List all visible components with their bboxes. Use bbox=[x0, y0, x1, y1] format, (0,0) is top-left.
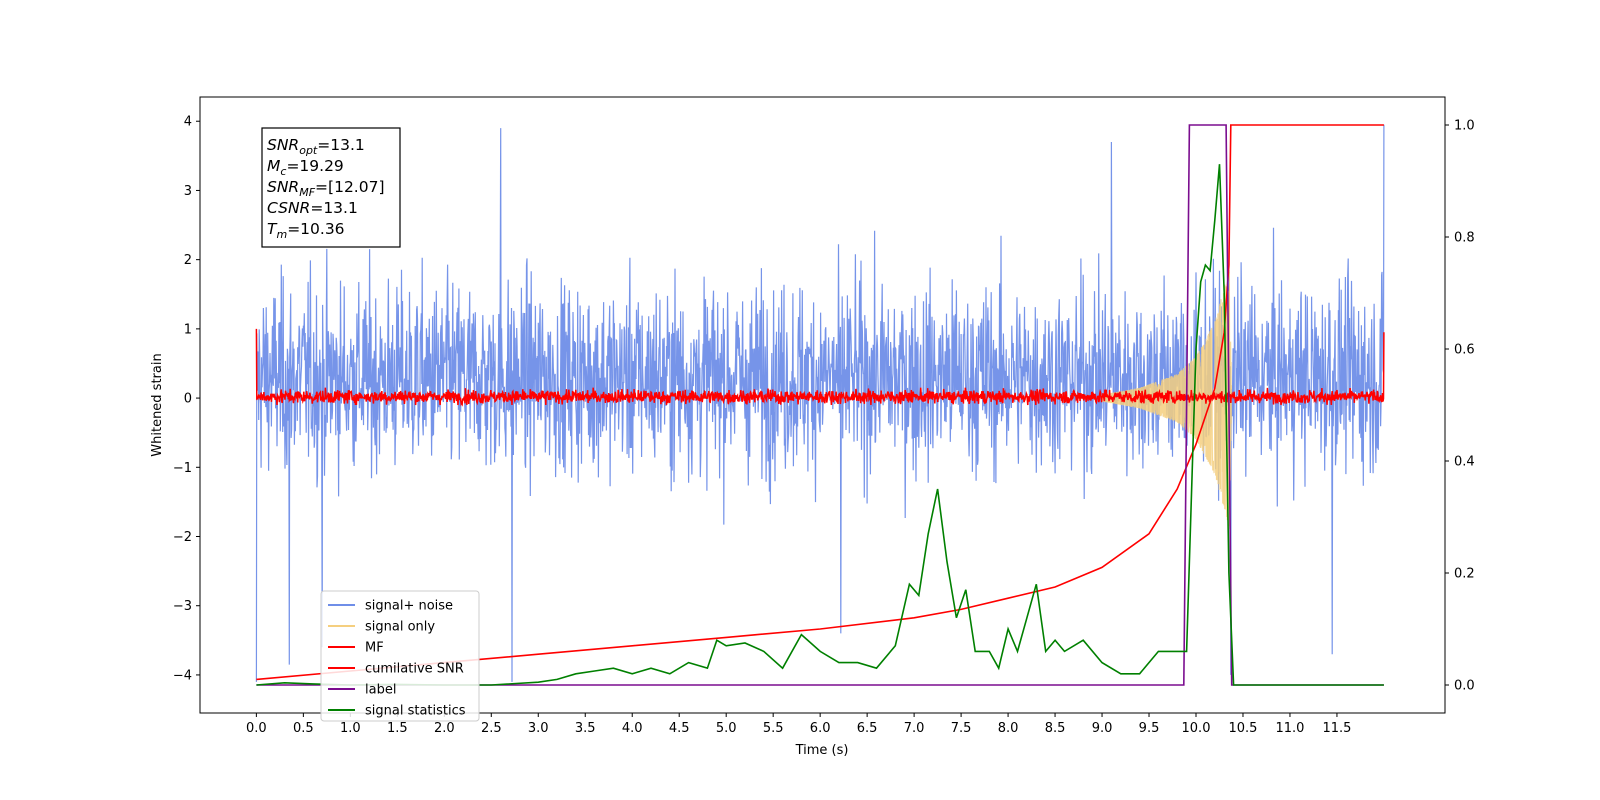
x-axis: 0.0 0.5 1.0 1.5 2.0 2.5 3.0 3.5 4.0 4.5 5.0 5.5 6.0 6… bbox=[246, 713, 1351, 736]
annotation-box: SNRopt=13.1Mc=19.29SNRMF=[12.07]CSNR=13.… bbox=[261, 127, 401, 248]
x-tick-label: 8.0 bbox=[998, 721, 1019, 736]
y-tick-label: −1 bbox=[173, 461, 192, 476]
series-signal-statistics-line bbox=[256, 164, 1384, 686]
x-tick-label: 7.5 bbox=[951, 721, 972, 736]
y2-tick-label: 0.8 bbox=[1454, 231, 1475, 246]
y-axis-label: Whitened strain bbox=[150, 353, 165, 456]
x-tick-label: 7.0 bbox=[904, 721, 925, 736]
legend-label: cumilative SNR bbox=[365, 662, 464, 677]
annotation-line: Mc=19.29 bbox=[267, 157, 344, 178]
y-axis-left: 4 3 2 1 0 −1 −2 −3 −4 bbox=[173, 115, 200, 683]
y-tick-label: 3 bbox=[184, 184, 192, 199]
x-tick-label: 1.0 bbox=[340, 721, 361, 736]
annotation-subscript: MF bbox=[299, 186, 315, 199]
x-tick-label: 4.0 bbox=[622, 721, 643, 736]
x-tick-label: 3.0 bbox=[528, 721, 549, 736]
x-tick-label: 10.0 bbox=[1182, 721, 1211, 736]
annotation-symbol: M bbox=[267, 157, 280, 175]
x-tick-label: 0.0 bbox=[246, 721, 267, 736]
x-axis-label: Time (s) bbox=[795, 743, 849, 758]
annotation-value: =[12.07] bbox=[315, 178, 384, 196]
series-mf-line bbox=[255, 328, 1385, 407]
legend-label: MF bbox=[365, 641, 384, 656]
annotation-symbol: CSNR bbox=[267, 199, 310, 217]
series-signal-only-line bbox=[1101, 271, 1233, 529]
x-tick-label: 10.5 bbox=[1229, 721, 1258, 736]
annotation-frame bbox=[261, 127, 401, 248]
x-tick-label: 5.5 bbox=[763, 721, 784, 736]
annotation-line: CSNR=13.1 bbox=[267, 199, 358, 217]
x-tick-label: 9.0 bbox=[1092, 721, 1113, 736]
annotation-symbol: SNR bbox=[267, 178, 299, 196]
annotation-value: =13.1 bbox=[317, 136, 365, 154]
y2-tick-label: 0.4 bbox=[1454, 455, 1475, 470]
annotation-value: =19.29 bbox=[286, 157, 343, 175]
y-tick-label: −3 bbox=[173, 599, 192, 614]
legend-label: label bbox=[365, 683, 396, 698]
annotation-subscript: c bbox=[280, 165, 286, 178]
annotation-symbol: SNR bbox=[267, 136, 299, 154]
y2-tick-label: 1.0 bbox=[1454, 119, 1475, 134]
legend-label: signal statistics bbox=[365, 704, 466, 719]
annotation-subscript: opt bbox=[299, 144, 318, 157]
x-tick-label: 8.5 bbox=[1045, 721, 1066, 736]
y-tick-label: −4 bbox=[173, 668, 192, 683]
x-tick-label: 2.0 bbox=[434, 721, 455, 736]
annotation-line: Tm=10.36 bbox=[267, 220, 345, 241]
y-tick-label: 4 bbox=[184, 115, 192, 130]
legend-label: signal+ noise bbox=[365, 599, 453, 614]
annotation-subscript: m bbox=[276, 228, 287, 241]
legend-frame bbox=[320, 590, 480, 722]
x-tick-label: 6.5 bbox=[857, 721, 878, 736]
x-tick-label: 0.5 bbox=[293, 721, 314, 736]
x-tick-label: 5.0 bbox=[716, 721, 737, 736]
x-tick-label: 6.0 bbox=[810, 721, 831, 736]
x-tick-label: 11.0 bbox=[1275, 721, 1304, 736]
x-tick-label: 9.5 bbox=[1139, 721, 1160, 736]
annotation-line: SNRMF=[12.07] bbox=[267, 178, 385, 199]
x-tick-label: 2.5 bbox=[481, 721, 502, 736]
plot-area bbox=[255, 124, 1385, 686]
annotation-value: =10.36 bbox=[287, 220, 344, 238]
x-tick-label: 3.5 bbox=[575, 721, 596, 736]
legend: signal+ noise signal only MF cumilative SNR… bbox=[320, 590, 480, 722]
x-tick-label: 4.5 bbox=[669, 721, 690, 736]
y2-tick-label: 0.0 bbox=[1454, 679, 1475, 694]
y2-tick-label: 0.6 bbox=[1454, 343, 1475, 358]
annotation-value: =13.1 bbox=[310, 199, 358, 217]
x-tick-label: 11.5 bbox=[1322, 721, 1351, 736]
annotation-symbol: T bbox=[267, 220, 278, 238]
legend-label: signal only bbox=[365, 620, 435, 635]
y-tick-label: 2 bbox=[184, 253, 192, 268]
y2-tick-label: 0.2 bbox=[1454, 567, 1475, 582]
x-tick-label: 1.5 bbox=[387, 721, 408, 736]
y-tick-label: 1 bbox=[184, 322, 192, 337]
series-signal-noise-line bbox=[255, 124, 1385, 682]
y-axis-right: 1.0 0.8 0.6 0.4 0.2 0.0 bbox=[1445, 119, 1475, 694]
annotation-line: SNRopt=13.1 bbox=[267, 136, 365, 157]
series-cumulative-snr-line bbox=[256, 124, 1384, 681]
y-tick-label: −2 bbox=[173, 530, 192, 545]
y-tick-label: 0 bbox=[184, 392, 192, 407]
axes-frame bbox=[199, 96, 1446, 714]
